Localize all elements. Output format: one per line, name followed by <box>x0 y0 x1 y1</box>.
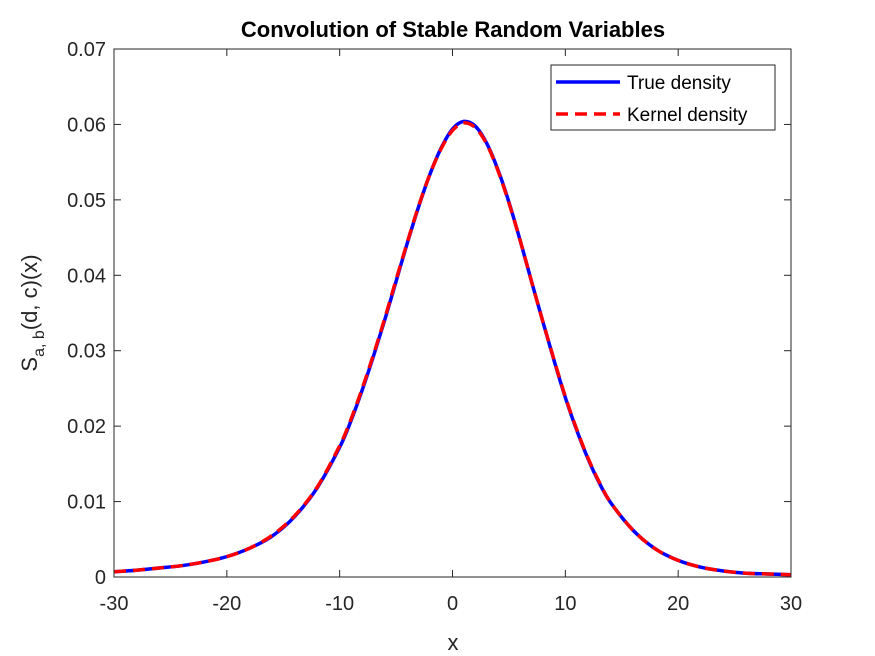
x-tick-label: 20 <box>667 593 689 615</box>
y-tick-label: 0.06 <box>67 114 106 136</box>
y-axis-label-rest: (d, c)(x) <box>17 254 42 330</box>
y-tick-label: 0.04 <box>67 265 106 287</box>
y-axis-label: Sa, b(d, c)(x) <box>17 254 48 371</box>
y-tick-label: 0.05 <box>67 190 106 212</box>
x-tick-label: 30 <box>780 593 802 615</box>
y-tick-label: 0.02 <box>67 416 106 438</box>
x-tick-label: 0 <box>447 593 458 615</box>
x-tick-label: -20 <box>212 593 241 615</box>
x-axis-label: x <box>448 630 459 655</box>
legend-label-true-density: True density <box>627 73 731 94</box>
legend-box <box>550 64 776 131</box>
x-tick-label: 10 <box>554 593 576 615</box>
series-layer <box>113 119 792 577</box>
y-tick-label: 0.07 <box>67 39 106 61</box>
axes-layer: -30 -20 -10 0 10 20 30 0 0.01 0.02 0.03 0.04 0.05 0.0… <box>67 39 802 615</box>
legend: True density Kernel density <box>550 64 776 131</box>
y-tick-label: 0 <box>95 567 106 589</box>
x-tick-label: -30 <box>100 593 129 615</box>
series-line-kernel-density <box>113 121 792 577</box>
y-tick-label: 0.01 <box>67 492 106 514</box>
y-axis-label-main: S <box>17 357 42 372</box>
x-tick-label: -10 <box>325 593 354 615</box>
legend-label-kernel-density: Kernel density <box>627 105 748 126</box>
y-axis-label-sub: a, b <box>31 330 48 357</box>
y-tick-label: 0.03 <box>67 341 106 363</box>
chart-title: Convolution of Stable Random Variables <box>241 17 665 42</box>
plot-area <box>114 49 791 577</box>
